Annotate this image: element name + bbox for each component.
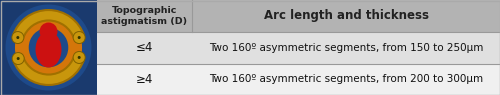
- Text: Topographic
astigmatism (D): Topographic astigmatism (D): [102, 6, 188, 26]
- FancyBboxPatch shape: [97, 63, 500, 95]
- Circle shape: [16, 57, 20, 60]
- Circle shape: [6, 4, 92, 91]
- Text: Two 160º asymmetric segments, from 150 to 250μm: Two 160º asymmetric segments, from 150 t…: [209, 43, 483, 53]
- Circle shape: [12, 53, 24, 64]
- Circle shape: [12, 32, 24, 43]
- Text: Arc length and thickness: Arc length and thickness: [264, 10, 428, 23]
- Circle shape: [74, 32, 85, 43]
- FancyBboxPatch shape: [97, 32, 500, 63]
- Circle shape: [78, 56, 80, 59]
- FancyBboxPatch shape: [0, 0, 97, 95]
- FancyBboxPatch shape: [97, 0, 500, 32]
- Circle shape: [40, 23, 58, 40]
- Circle shape: [16, 36, 20, 39]
- Circle shape: [74, 52, 85, 63]
- Circle shape: [78, 36, 80, 39]
- Circle shape: [12, 52, 24, 65]
- Circle shape: [72, 51, 86, 64]
- Ellipse shape: [36, 32, 62, 68]
- Text: Two 160º asymmetric segments, from 200 to 300μm: Two 160º asymmetric segments, from 200 t…: [209, 74, 483, 84]
- Circle shape: [72, 31, 86, 44]
- Text: ≤4: ≤4: [136, 41, 153, 54]
- Circle shape: [12, 31, 24, 44]
- Text: ≥4: ≥4: [136, 73, 153, 86]
